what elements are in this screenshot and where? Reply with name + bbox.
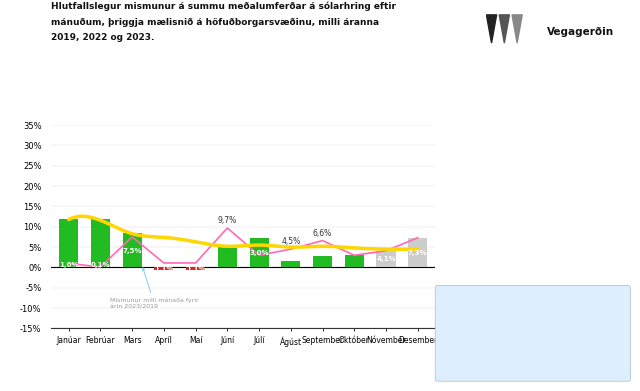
Text: 7,5%: 7,5% <box>122 248 142 254</box>
X-axis label: Mánuðir: Mánuðir <box>441 359 483 368</box>
Text: 1,0%: 1,0% <box>59 262 79 268</box>
Text: 4,5%: 4,5% <box>281 237 300 246</box>
Text: Gul línu segir til um uppsetfroðan mismun á umferð milli ára, frá áramótum.: Gul línu segir til um uppsetfroðan mismu… <box>444 344 623 355</box>
Text: Skýringar: Skýringar <box>509 291 556 300</box>
Text: Vegagerðin: Vegagerðin <box>547 27 614 38</box>
Polygon shape <box>512 15 522 43</box>
Bar <box>313 256 332 267</box>
Text: Hlutfallslegur mismunur á summu meðalumferðar á sólarhring eftir: Hlutfallslegur mismunur á summu meðalumf… <box>51 2 396 11</box>
Text: 2019, 2022 og 2023.: 2019, 2022 og 2023. <box>51 33 155 42</box>
Text: 6,6%: 6,6% <box>313 229 332 238</box>
Bar <box>59 219 78 267</box>
Text: Stólpar segja til um mismun á umferð milli einstakra mánaða þeir grænú og rauðu
: Stólpar segja til um mismun á umferð mil… <box>444 309 627 326</box>
Bar <box>123 233 141 267</box>
Bar <box>154 267 173 270</box>
Text: 3,0%: 3,0% <box>249 250 269 256</box>
Bar <box>218 247 237 267</box>
Polygon shape <box>499 15 509 43</box>
Text: 1,1%: 1,1% <box>186 266 205 272</box>
Text: 9,7%: 9,7% <box>218 216 237 225</box>
Text: 4,1%: 4,1% <box>376 256 396 262</box>
Text: 1,1%: 1,1% <box>154 266 173 272</box>
Text: mánuðum, þriggja mælisnið á höfuðborgarsvæðinu, milli áranna: mánuðum, þriggja mælisnið á höfuðborgars… <box>51 18 380 27</box>
Text: 0,1%: 0,1% <box>91 262 110 268</box>
Bar <box>186 267 205 270</box>
Text: Mismunur milli mánaða fyrir
árin 2023/2019: Mismunur milli mánaða fyrir árin 2023/20… <box>110 268 198 309</box>
Bar <box>282 261 300 267</box>
Bar <box>345 255 364 267</box>
Bar <box>376 251 396 267</box>
Text: 7,3%: 7,3% <box>408 250 428 256</box>
Bar <box>250 238 269 267</box>
Bar <box>408 238 428 267</box>
Bar <box>91 219 110 267</box>
Polygon shape <box>486 15 497 43</box>
